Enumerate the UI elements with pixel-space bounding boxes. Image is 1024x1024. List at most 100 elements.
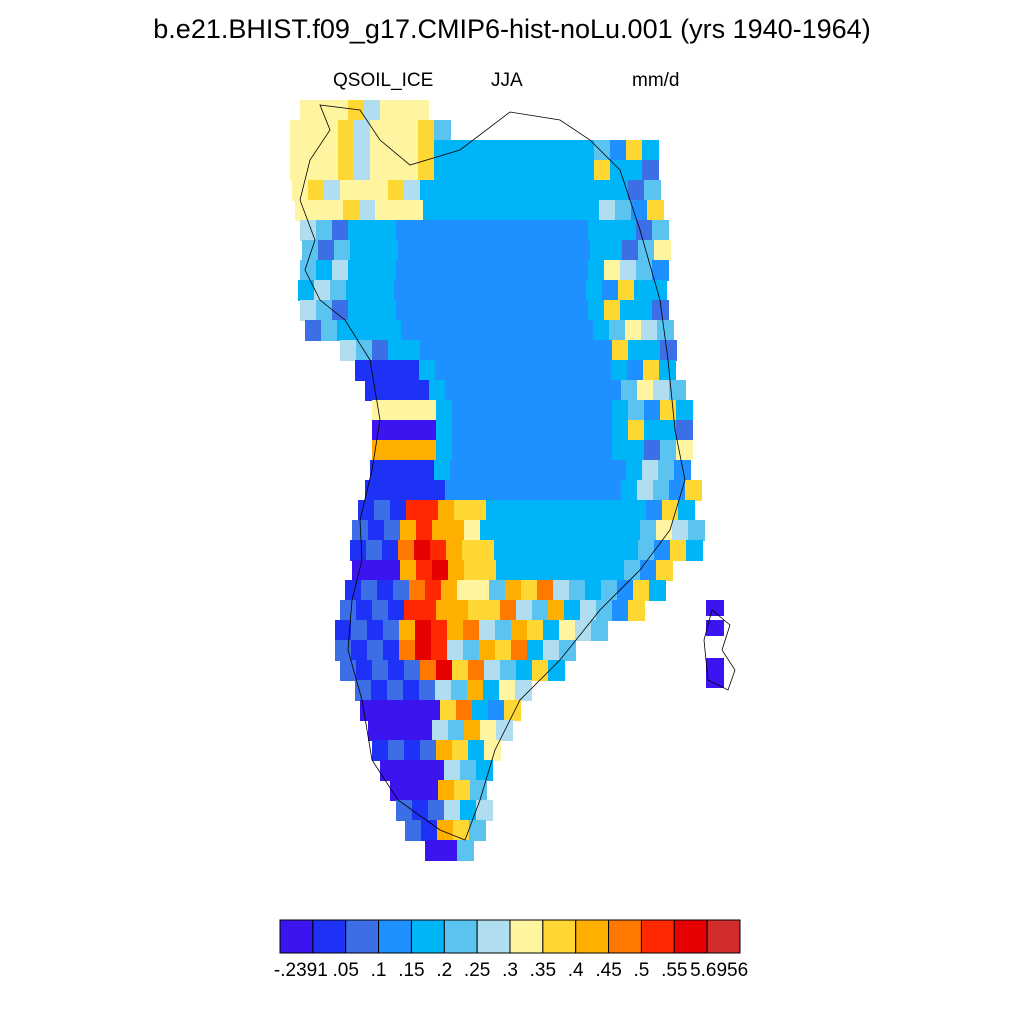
grid-cell (543, 640, 560, 661)
grid-cell (420, 340, 437, 361)
grid-cell (489, 580, 506, 601)
grid-cell (414, 540, 431, 561)
grid-cell (386, 460, 403, 481)
grid-cell (458, 280, 475, 301)
grid-cell (428, 220, 445, 241)
grid-cell (562, 160, 579, 181)
grid-cell (445, 380, 462, 401)
grid-cell (460, 220, 477, 241)
grid-cell (450, 460, 467, 481)
grid-cell (540, 300, 557, 321)
grid-cell (527, 620, 544, 641)
grid-cell (530, 140, 547, 161)
grid-cell (564, 340, 581, 361)
grid-cell (592, 560, 609, 581)
grid-cell (396, 260, 413, 281)
grid-cell (416, 720, 433, 741)
grid-cell (590, 240, 607, 261)
grid-cell (422, 780, 439, 801)
grid-cell (388, 420, 405, 441)
grid-cell (612, 420, 629, 441)
grid-cell (372, 420, 389, 441)
grid-cell (438, 500, 455, 521)
season-label: JJA (491, 70, 523, 91)
colorbar-tick-label: -.2391 (273, 960, 328, 981)
grid-cell (610, 460, 627, 481)
grid-cell (564, 400, 581, 421)
grid-cell (468, 180, 485, 201)
grid-cell (387, 360, 404, 381)
grid-cell (644, 400, 661, 421)
grid-cell (498, 460, 515, 481)
grid-cell (322, 160, 339, 181)
grid-cell (375, 200, 392, 221)
grid-cell (388, 180, 405, 201)
grid-cell (637, 380, 654, 401)
grid-cell (500, 600, 517, 621)
colorbar-tick-label: .1 (370, 960, 387, 981)
grid-cell (430, 540, 447, 561)
grid-cell (509, 380, 526, 401)
colorbar-box (279, 919, 314, 954)
grid-cell (606, 540, 623, 561)
grid-cell (543, 620, 560, 641)
grid-cell (510, 540, 527, 561)
grid-cell (615, 200, 632, 221)
grid-cell (548, 180, 565, 201)
grid-cell (362, 280, 379, 301)
grid-cell (596, 400, 613, 421)
grid-cell (338, 140, 355, 161)
grid-cell (672, 520, 689, 541)
colorbar-box (312, 919, 347, 954)
colorbar-box (509, 919, 544, 954)
grid-cell (657, 320, 674, 341)
grid-cell (418, 140, 435, 161)
grid-cell (468, 740, 485, 761)
grid-cell (416, 560, 433, 581)
grid-cell (468, 400, 485, 421)
grid-cell (425, 840, 442, 861)
grid-cell (372, 600, 389, 621)
grid-cell (300, 300, 317, 321)
grid-cell (483, 680, 500, 701)
grid-cell (298, 280, 315, 301)
grid-cell (574, 540, 591, 561)
grid-cell (516, 440, 533, 461)
grid-cell (644, 180, 661, 201)
grid-cell (384, 520, 401, 541)
grid-cell (432, 520, 449, 541)
grid-cell (438, 780, 455, 801)
grid-cell (563, 360, 580, 381)
grid-cell (308, 180, 325, 201)
grid-cell (540, 260, 557, 281)
grid-cell (506, 280, 523, 301)
grid-cell (348, 260, 365, 281)
grid-cell (351, 640, 368, 661)
grid-cell (380, 220, 397, 241)
colorbar-tick-label: .45 (595, 960, 622, 981)
grid-cell (551, 200, 568, 221)
grid-cell (305, 320, 322, 341)
grid-cell (626, 140, 643, 161)
grid-cell (557, 480, 574, 501)
grid-cell (428, 300, 445, 321)
grid-cell (605, 480, 622, 501)
grid-cell (482, 460, 499, 481)
grid-cell (519, 200, 536, 221)
grid-cell (353, 320, 370, 341)
grid-cell (542, 240, 559, 261)
grid-cell (484, 660, 501, 681)
grid-cell (410, 280, 427, 301)
grid-cell (532, 440, 549, 461)
grid-cell (429, 380, 446, 401)
grid-cell (499, 680, 516, 701)
grid-cell (593, 320, 610, 341)
grid-cell (340, 180, 357, 201)
grid-cell (404, 440, 421, 461)
grid-cell (510, 240, 527, 261)
grid-cell (432, 560, 449, 581)
grid-cell (365, 380, 382, 401)
grid-cell (351, 620, 368, 641)
grid-cell (588, 260, 605, 281)
